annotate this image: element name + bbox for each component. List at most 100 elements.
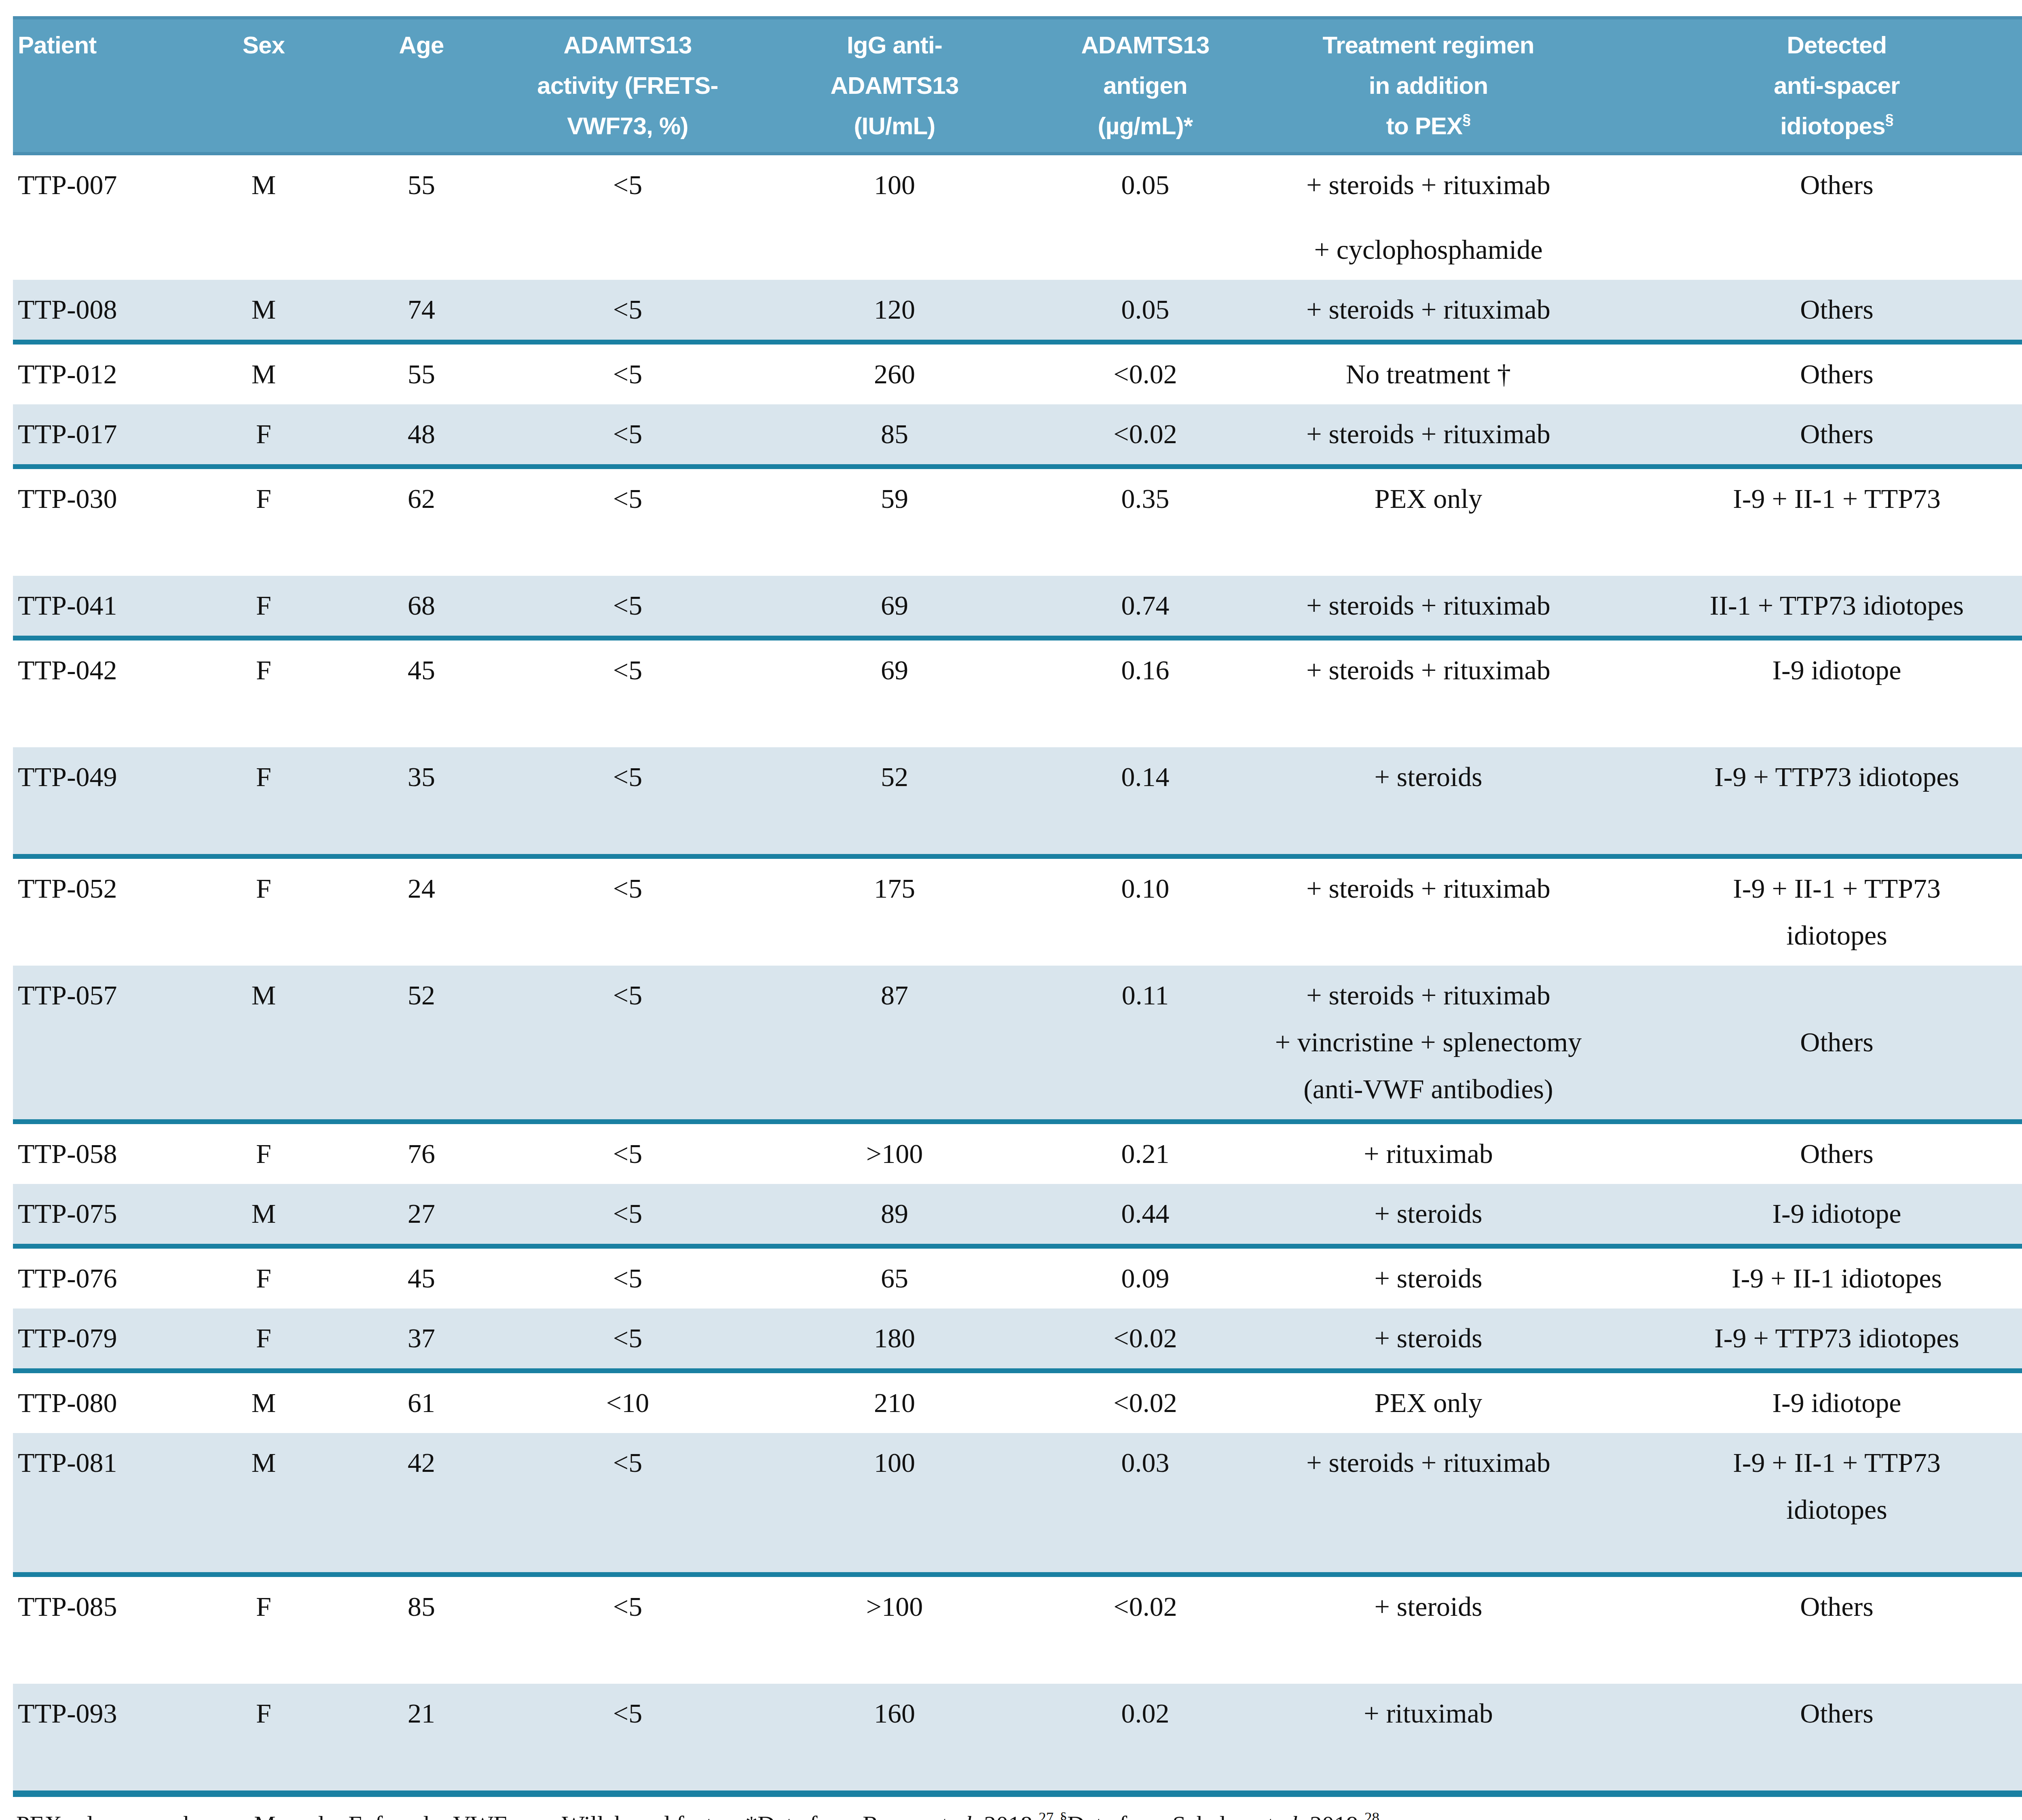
cell-age: 48 bbox=[336, 404, 506, 467]
text-segment: No treatment † bbox=[1346, 359, 1511, 390]
text-segment: <5 bbox=[613, 294, 642, 325]
table-row-TTP-085: TTP-085F85<5>100<0.02+ steroidsOthersYes… bbox=[13, 1575, 2022, 1684]
text-line: + steroids bbox=[1257, 1583, 1600, 1630]
text-line: Treatment regimen bbox=[1254, 24, 1603, 65]
text-segment: in addition bbox=[1369, 71, 1488, 99]
text-line: idiotopes bbox=[1613, 912, 2022, 959]
cell-adamts13_activity: <5 bbox=[506, 1246, 749, 1308]
text-line: I-9 + TTP73 idiotopes bbox=[1613, 1315, 2022, 1362]
text-segment: Others bbox=[1800, 170, 1873, 201]
text-line: I-9 idiotope bbox=[1613, 1380, 2022, 1427]
text-line: 65 bbox=[755, 1255, 1034, 1302]
cell-adamts13_activity: <5 bbox=[506, 1575, 749, 1684]
text-segment: Patient bbox=[18, 31, 97, 58]
text-segment: <5 bbox=[613, 484, 642, 514]
cell-patient: TTP-049 bbox=[13, 747, 191, 856]
text-line: + rituximab bbox=[1257, 1131, 1600, 1177]
text-line: 85 bbox=[755, 411, 1034, 458]
text-segment: TTP-076 bbox=[18, 1263, 117, 1294]
cell-igg_anti_adamts13: 87 bbox=[749, 966, 1040, 1122]
text-segment: + cyclophosphamide bbox=[1314, 235, 1542, 265]
cell-patient: TTP-012 bbox=[13, 342, 191, 404]
text-segment: + steroids + rituximab bbox=[1306, 170, 1550, 201]
text-line: TTP-076 bbox=[18, 1255, 184, 1302]
text-segment: TTP-079 bbox=[18, 1323, 117, 1354]
cell-sex: M bbox=[191, 966, 336, 1122]
text-line: ADAMTS13 bbox=[510, 24, 746, 65]
text-line: 61 bbox=[343, 1380, 500, 1427]
text-line: TTP-085 bbox=[18, 1583, 184, 1630]
text-line: I-9 idiotope bbox=[1613, 647, 2022, 694]
text-line: I-9 + II-1 + TTP73 bbox=[1613, 476, 2022, 522]
cell-adamts13_antigen: 0.10 bbox=[1040, 856, 1250, 966]
text-segment: I-9 idiotope bbox=[1772, 655, 1901, 686]
cell-treatment_regimen: + steroids bbox=[1250, 1184, 1606, 1246]
text-line: TTP-093 bbox=[18, 1690, 184, 1737]
text-line: 55 bbox=[343, 351, 500, 398]
text-line: 160 bbox=[755, 1690, 1034, 1737]
text-line: Others bbox=[1613, 286, 2022, 333]
text-line: 0.05 bbox=[1047, 162, 1244, 209]
text-line: <0.02 bbox=[1047, 1583, 1244, 1630]
cell-adamts13_antigen: 0.16 bbox=[1040, 638, 1250, 747]
text-line: 37 bbox=[343, 1315, 500, 1362]
text-segment: 100 bbox=[874, 1448, 915, 1478]
cell-age: 52 bbox=[336, 966, 506, 1122]
text-line: 0.14 bbox=[1047, 754, 1244, 801]
text-line: + steroids + rituximab bbox=[1257, 647, 1600, 694]
column-header-detected_idiotopes: Detectedanti-spaceridiotopes§ bbox=[1606, 18, 2022, 154]
text-segment: F bbox=[256, 1698, 271, 1729]
cell-adamts13_activity: <5 bbox=[506, 966, 749, 1122]
text-line: + steroids + rituximab bbox=[1257, 865, 1600, 912]
text-line: <5 bbox=[513, 351, 742, 398]
text-line: <5 bbox=[513, 972, 742, 1019]
table-row-TTP-030: TTP-030F62<5590.35PEX onlyI-9 + II-1 + T… bbox=[13, 467, 2022, 576]
cell-age: 21 bbox=[336, 1684, 506, 1794]
text-line: 210 bbox=[755, 1380, 1034, 1427]
cell-treatment_regimen: + steroids bbox=[1250, 1575, 1606, 1684]
text-line: M bbox=[197, 162, 330, 209]
text-segment: Detected bbox=[1787, 31, 1887, 58]
text-segment: <5 bbox=[613, 1698, 642, 1729]
text-line: 35 bbox=[343, 754, 500, 801]
cell-age: 55 bbox=[336, 154, 506, 280]
cell-age: 61 bbox=[336, 1371, 506, 1433]
text-segment: 0.09 bbox=[1121, 1263, 1170, 1294]
cell-adamts13_activity: <5 bbox=[506, 856, 749, 966]
text-segment: + steroids + rituximab bbox=[1306, 980, 1550, 1011]
text-segment: PEX: plasma exchange; M: male; F: female… bbox=[16, 1812, 929, 1820]
text-segment: F bbox=[256, 484, 271, 514]
text-line: I-9 idiotope bbox=[1613, 1190, 2022, 1237]
cell-patient: TTP-081 bbox=[13, 1433, 191, 1575]
text-segment: 27 bbox=[408, 1199, 435, 1229]
text-segment: 45 bbox=[408, 1263, 435, 1294]
text-line: Others bbox=[1613, 351, 2022, 398]
table-row-TTP-081: TTP-081M42<51000.03+ steroids + rituxima… bbox=[13, 1433, 2022, 1575]
text-segment: I-9 + II-1 + TTP73 bbox=[1733, 1448, 1941, 1478]
text-line: 100 bbox=[755, 162, 1034, 209]
cell-detected_idiotopes: Others bbox=[1606, 404, 2022, 467]
text-line: F bbox=[197, 582, 330, 629]
text-line: M bbox=[197, 351, 330, 398]
cell-age: 45 bbox=[336, 638, 506, 747]
text-line: <5 bbox=[513, 647, 742, 694]
text-line: II-1 + TTP73 idiotopes bbox=[1613, 582, 2022, 629]
cell-adamts13_activity: <5 bbox=[506, 154, 749, 280]
cell-adamts13_activity: <5 bbox=[506, 638, 749, 747]
text-line: TTP-007 bbox=[18, 162, 184, 209]
text-segment: 85 bbox=[881, 419, 908, 450]
text-segment: TTP-030 bbox=[18, 484, 117, 514]
cell-adamts13_antigen: 0.44 bbox=[1040, 1184, 1250, 1246]
text-line: + steroids bbox=[1257, 1255, 1600, 1302]
text-line: F bbox=[197, 865, 330, 912]
text-line: + vincristine + splenectomy bbox=[1257, 1019, 1600, 1066]
text-line: <5 bbox=[513, 1131, 742, 1177]
text-segment: (µg/mL)* bbox=[1098, 112, 1193, 139]
text-segment: 69 bbox=[881, 655, 908, 686]
text-segment: antigen bbox=[1103, 71, 1187, 99]
text-line: <10 bbox=[513, 1380, 742, 1427]
cell-sex: F bbox=[191, 856, 336, 966]
cell-sex: F bbox=[191, 1308, 336, 1371]
text-line: Others bbox=[1613, 1019, 2022, 1066]
text-segment: I-9 + TTP73 idiotopes bbox=[1714, 1323, 1959, 1354]
